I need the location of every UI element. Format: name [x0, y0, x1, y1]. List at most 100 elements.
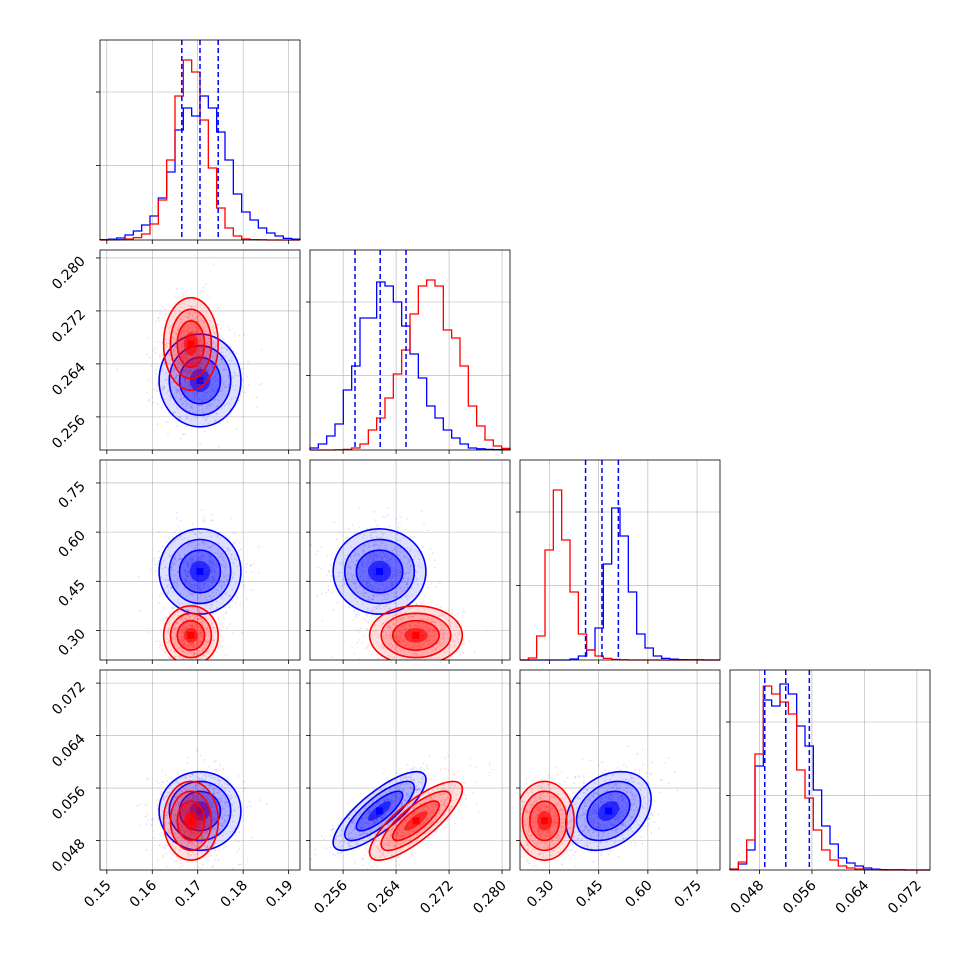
scatter-point	[193, 393, 196, 396]
scatter-point	[451, 638, 454, 641]
scatter-point	[185, 415, 188, 418]
scatter-point	[166, 622, 169, 625]
scatter-point	[174, 628, 177, 631]
scatter-point	[402, 640, 405, 643]
scatter-point	[196, 366, 198, 369]
scatter-point	[204, 332, 207, 334]
scatter-point	[177, 525, 180, 528]
scatter-point	[435, 646, 438, 649]
scatter-point	[191, 411, 194, 414]
scatter-point	[219, 537, 222, 540]
scatter-point	[205, 354, 208, 357]
scatter-point	[391, 581, 393, 583]
scatter-point	[404, 589, 406, 592]
scatter-point	[184, 568, 187, 571]
scatter-point	[207, 353, 210, 356]
scatter-point	[389, 585, 392, 587]
scatter-point	[208, 370, 211, 373]
scatter-point	[199, 304, 202, 307]
scatter-point	[174, 388, 177, 391]
scatter-point	[211, 403, 214, 406]
scatter-point	[407, 572, 410, 574]
scatter-point	[181, 641, 184, 643]
scatter-point	[463, 642, 466, 645]
scatter-point	[200, 338, 203, 341]
scatter-point	[442, 650, 445, 653]
scatter-point	[146, 627, 149, 630]
scatter-point	[449, 645, 452, 648]
scatter-point	[362, 564, 364, 567]
scatter-point	[177, 390, 180, 393]
scatter-point	[182, 336, 185, 338]
scatter-point	[373, 543, 375, 546]
scatter-point	[327, 569, 330, 572]
scatter-point	[453, 640, 456, 643]
scatter-point	[184, 572, 187, 575]
scatter-point	[202, 792, 205, 795]
scatter-point	[211, 571, 214, 574]
scatter-point	[175, 359, 178, 362]
scatter-point	[185, 315, 188, 318]
scatter-point	[186, 571, 188, 573]
scatter-point	[190, 586, 193, 589]
scatter-point	[193, 533, 196, 536]
scatter-point	[206, 416, 209, 419]
scatter-point	[206, 844, 209, 847]
scatter-point	[182, 651, 185, 653]
scatter-point	[201, 647, 204, 650]
scatter-point	[175, 333, 178, 336]
scatter-point	[367, 585, 369, 588]
scatter-point	[393, 613, 396, 616]
scatter-point	[203, 359, 205, 361]
scatter-point	[209, 563, 211, 566]
scatter-point	[175, 780, 178, 783]
scatter-point	[203, 647, 206, 650]
scatter-point	[213, 639, 215, 641]
scatter-point	[198, 343, 201, 346]
scatter-point	[209, 571, 212, 574]
scatter-point	[136, 805, 138, 807]
scatter-point	[351, 524, 354, 527]
scatter-point	[170, 587, 173, 589]
scatter-point	[405, 628, 408, 630]
scatter-point	[165, 574, 168, 577]
scatter-point	[198, 338, 201, 341]
scatter-point	[221, 347, 224, 349]
scatter-point	[205, 407, 208, 410]
scatter-point	[211, 389, 214, 392]
scatter-point	[182, 433, 185, 436]
scatter-point	[394, 575, 397, 577]
scatter-point	[361, 565, 364, 568]
hist-panel-1-frame	[99, 39, 301, 241]
scatter-point	[224, 576, 227, 579]
scatter-point	[151, 819, 154, 822]
scatter-point	[249, 564, 252, 567]
scatter-point	[414, 652, 417, 655]
scatter-point	[206, 652, 208, 654]
scatter-point	[371, 614, 374, 617]
scatter-point	[377, 658, 380, 660]
scatter-point	[169, 657, 172, 660]
scatter-point	[212, 350, 215, 352]
scatter-point	[201, 540, 204, 543]
scatter-point	[414, 614, 417, 617]
scatter-point	[250, 589, 253, 592]
scatter-point	[165, 617, 168, 620]
scatter-point	[165, 641, 168, 644]
scatter-point	[180, 400, 183, 403]
scatter-point	[162, 398, 165, 401]
scatter-point	[430, 618, 433, 621]
scatter-point	[185, 581, 188, 584]
scatter-point	[154, 351, 157, 354]
scatter-point	[462, 610, 465, 613]
scatter-point	[191, 314, 194, 317]
scatter-point	[220, 358, 223, 360]
scatter-point	[157, 316, 160, 319]
scatter-point	[188, 562, 190, 565]
scatter-point	[167, 631, 169, 633]
scatter-point	[219, 579, 222, 582]
scatter-point	[188, 643, 190, 646]
scatter-point	[164, 319, 167, 322]
scatter-point	[208, 362, 211, 365]
scatter-point	[177, 570, 180, 573]
